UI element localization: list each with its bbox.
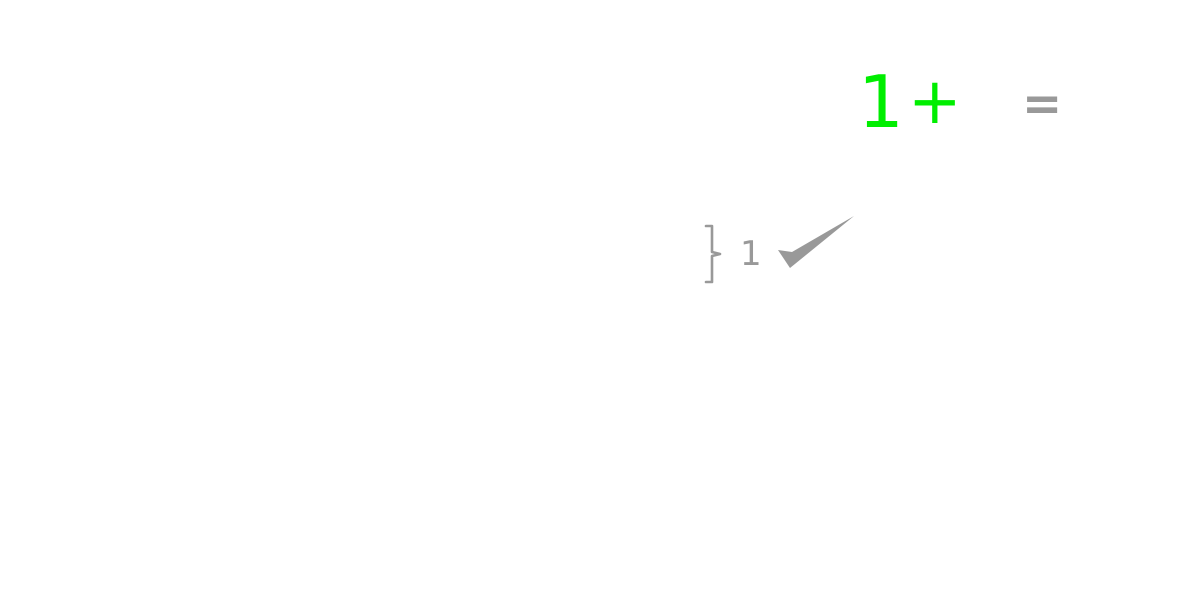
checkmark-icon [778, 216, 854, 268]
equals-sign: = [1022, 76, 1063, 132]
plus-sign: + [908, 65, 962, 139]
right-brace-icon [704, 224, 722, 284]
tally-row: 1 [700, 214, 870, 290]
tally-count: 1 [740, 234, 762, 274]
equation-term: 1 [858, 60, 904, 144]
